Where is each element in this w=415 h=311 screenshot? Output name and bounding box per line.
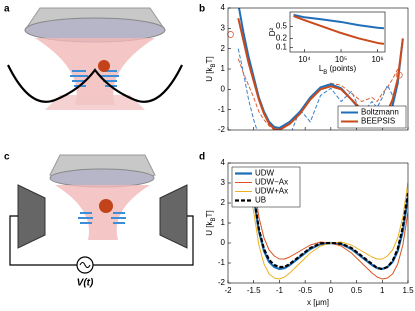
legend-label: UDW+Ax: [255, 187, 288, 196]
electrode: [159, 184, 188, 249]
illustration-a: [7, 7, 183, 110]
y-axis-label-part: B: [211, 217, 217, 221]
x-tick-label: -0.5: [298, 286, 312, 295]
y-tick-label: 2: [221, 198, 226, 207]
potential: [7, 64, 183, 103]
lens: [49, 168, 155, 188]
x-tick-label: -2: [224, 286, 232, 295]
frame: [227, 7, 409, 131]
x-tick-label: 1.5: [402, 286, 414, 295]
y-axis-label: U [kBT]: [205, 56, 216, 81]
x-tick-label: 0: [329, 286, 334, 295]
y-tick-label: -1: [218, 258, 226, 267]
x-axis-label-part: B: [323, 70, 327, 76]
series-line: [293, 15, 385, 45]
legend-label: Boltzmann: [361, 108, 399, 117]
legend-label: BEEPSIS: [361, 117, 395, 126]
particle: [99, 199, 113, 213]
y-axis-label: D²: [268, 27, 277, 36]
x-tick-label: -1: [276, 286, 284, 295]
beam: [45, 95, 145, 110]
x-tick-label: 10⁶: [371, 55, 383, 64]
y-axis-label-part: B: [211, 63, 217, 67]
wire: [9, 215, 194, 266]
source-label: V(t): [77, 278, 94, 289]
y-tick-label: 4: [221, 3, 226, 12]
y-tick-label: 0.5: [276, 21, 288, 30]
series-line: [237, 48, 394, 130]
series-group: [250, 166, 408, 280]
panel-label: d: [199, 152, 205, 163]
y-axis-label-part: T]: [205, 56, 214, 63]
y-tick-label: -2: [218, 125, 226, 134]
y-axis-label: U [kBT]: [205, 210, 216, 235]
marker: [227, 31, 234, 38]
illustration-c: V(t): [9, 154, 194, 289]
electrode: [17, 184, 46, 249]
series-line: [250, 178, 408, 271]
x-tick-label: 10⁴: [298, 55, 311, 64]
y-tick-label: 1: [221, 64, 226, 73]
source-symbol: [79, 262, 91, 268]
y-tick-label: -1: [218, 105, 226, 114]
series-group: [293, 13, 385, 45]
panel-label: c: [4, 152, 10, 163]
x-tick-label: -1.5: [247, 286, 261, 295]
series-line: [250, 166, 408, 280]
panel-label: a: [4, 4, 10, 15]
stripes: [78, 212, 126, 224]
x-tick-label: 10⁵: [335, 55, 347, 64]
series-line: [250, 182, 408, 271]
y-tick-label: 0.1: [276, 42, 288, 51]
x-axis-label: x [μm]: [307, 298, 329, 307]
y-tick-label: 4: [221, 158, 226, 167]
y-axis-label-part: U [k: [205, 220, 214, 235]
chart: 0.10.2 0.5 10⁴ 10⁵ 10⁶ D² LB (points): [268, 11, 386, 76]
x-axis-label-part: (points): [327, 64, 356, 73]
y-tick-label: 1: [221, 218, 226, 227]
x-tick-label: 1: [380, 286, 385, 295]
x-axis-label-part: x [μm]: [307, 298, 329, 307]
particle: [98, 60, 110, 72]
y-tick-label: 0.2: [276, 33, 288, 42]
y-tick-label: 2: [221, 44, 226, 53]
y-axis-label-part: T]: [205, 210, 214, 217]
x-axis-label-part: L: [319, 64, 324, 73]
y-tick-label: 3: [221, 178, 226, 187]
y-axis-label-part: D²: [268, 27, 277, 36]
y-tick-label: 0: [221, 238, 226, 247]
y-tick-label: 3: [221, 23, 226, 32]
marker: [395, 71, 403, 79]
x-tick-label: 0.5: [351, 286, 363, 295]
legend-label: UB: [255, 196, 266, 205]
panel-label: b: [199, 4, 205, 15]
series-line: [293, 13, 385, 30]
x-axis-label: LB (points): [319, 64, 357, 75]
legend-label: UDW−Ax: [255, 178, 288, 187]
frame: [289, 11, 386, 53]
legend-label: UDW: [255, 169, 275, 178]
beam: [55, 185, 150, 240]
series-line: [250, 181, 408, 280]
frame: [227, 162, 409, 284]
chart: -2 -1 0 1 2 3 4 -2 -1.5 -1 -0.5 0 0.5 1 1.5 U [kBT] x [μ…: [205, 158, 414, 307]
series-line: [237, 58, 399, 130]
y-axis-label-part: U [k: [205, 66, 214, 81]
y-tick-label: 0: [221, 84, 226, 93]
y-tick-label: -2: [218, 278, 226, 287]
